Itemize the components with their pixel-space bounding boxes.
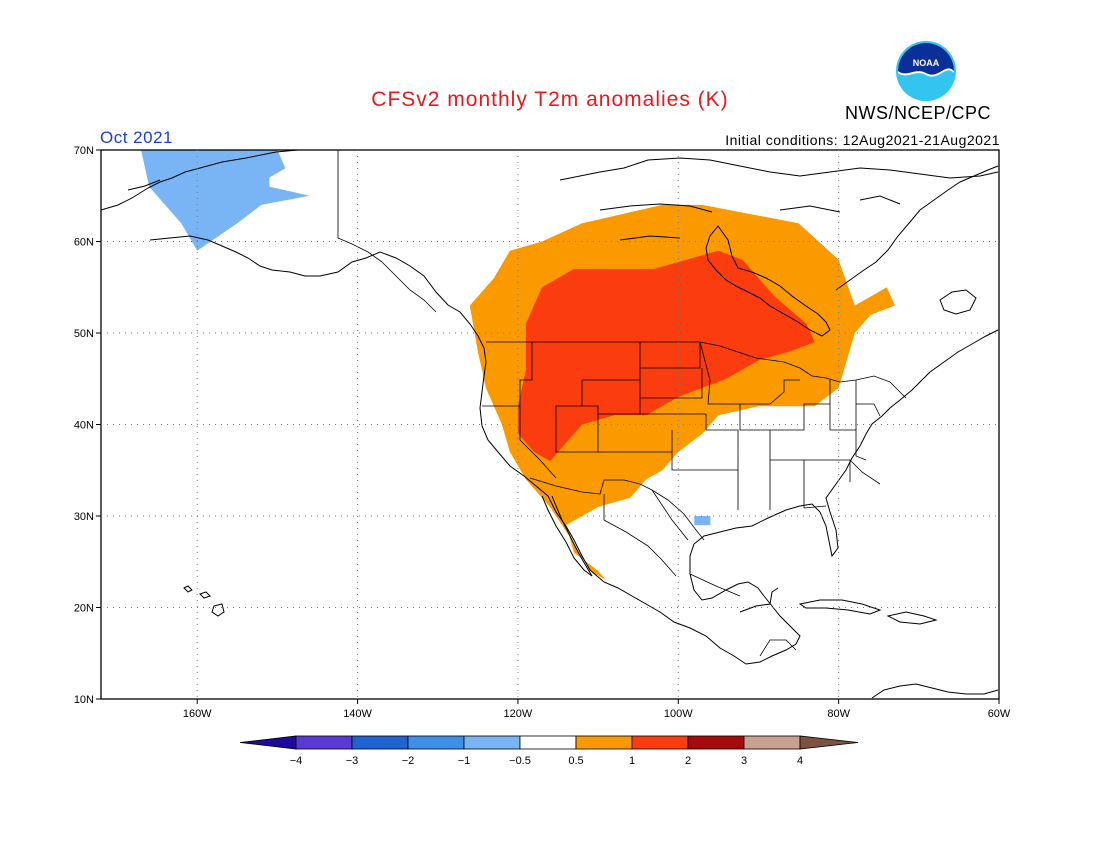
coastline-south-america bbox=[871, 683, 999, 699]
colorbar-label: 1 bbox=[629, 755, 635, 767]
noaa-logo-icon: NOAA bbox=[896, 41, 956, 101]
lon-label: 120W bbox=[504, 708, 533, 720]
anomaly-region-1 bbox=[694, 516, 711, 526]
colorbar-swatch bbox=[631, 735, 689, 750]
lat-label: 30N bbox=[74, 511, 94, 523]
colorbar-label: −3 bbox=[346, 755, 359, 767]
colorbar-swatch bbox=[463, 735, 521, 750]
lon-label: 100W bbox=[664, 708, 693, 720]
colorbar-label: −1 bbox=[458, 755, 471, 767]
colorbar: −4 −3 −2 −1 −0.5 0.5 1 2 3 4 bbox=[239, 735, 859, 767]
map-title: CFSv2 monthly T2m anomalies (K) bbox=[371, 88, 729, 111]
colorbar-swatch bbox=[351, 735, 409, 750]
coastline-yucatan bbox=[739, 587, 779, 613]
lon-label: 80W bbox=[827, 708, 850, 720]
anomaly-region-3 bbox=[517, 250, 815, 462]
colorbar-swatch bbox=[743, 735, 801, 750]
colorbar-label: 2 bbox=[685, 755, 691, 767]
initial-conditions: Initial conditions: 12Aug2021-21Aug2021 bbox=[725, 132, 1000, 148]
lon-label: 60W bbox=[988, 708, 1011, 720]
colorbar-swatch bbox=[687, 735, 745, 750]
lat-label: 20N bbox=[74, 603, 94, 615]
states-east bbox=[803, 380, 881, 509]
colorbar-label: 0.5 bbox=[568, 755, 583, 767]
anomaly-region-0 bbox=[141, 150, 310, 251]
colorbar-swatch bbox=[575, 735, 633, 750]
coastline-baja bbox=[541, 495, 593, 577]
colorbar-arrow-high bbox=[799, 735, 859, 750]
colorbar-arrow-low bbox=[239, 735, 297, 750]
lon-label: 160W bbox=[183, 708, 212, 720]
political-borders bbox=[337, 150, 907, 657]
longitude-labels: 160W 140W 120W 100W 80W 60W bbox=[183, 699, 1011, 720]
colorbar-swatch bbox=[407, 735, 465, 750]
coastline-north-america bbox=[100, 149, 999, 665]
anomaly-fills bbox=[141, 150, 895, 580]
lat-label: 70N bbox=[74, 145, 94, 157]
colorbar-label: 4 bbox=[797, 755, 803, 767]
coastlines bbox=[100, 149, 999, 699]
forecast-period: Oct 2021 bbox=[100, 128, 173, 147]
coastline-arctic-islands bbox=[559, 157, 999, 241]
colorbar-label: −2 bbox=[402, 755, 415, 767]
colorbar-swatch bbox=[519, 735, 577, 750]
colorbar-label: 3 bbox=[741, 755, 747, 767]
colorbar-label: −4 bbox=[290, 755, 303, 767]
latitude-labels: 70N 60N 50N 40N 30N 20N 10N bbox=[74, 145, 101, 706]
border-us-mexico bbox=[529, 477, 705, 541]
coastline-cuba bbox=[798, 599, 938, 625]
border-alaska-canada bbox=[337, 150, 437, 313]
lat-label: 40N bbox=[74, 420, 94, 432]
colorbar-label: −0.5 bbox=[509, 755, 531, 767]
noaa-logo-text: NOAA bbox=[913, 58, 940, 68]
coastline-newfoundland bbox=[939, 289, 977, 315]
lat-label: 60N bbox=[74, 237, 94, 249]
lat-label: 10N bbox=[74, 694, 94, 706]
lon-label: 140W bbox=[343, 708, 372, 720]
states-west bbox=[482, 342, 739, 510]
colorbar-swatch bbox=[295, 735, 353, 750]
agency-label: NWS/NCEP/CPC bbox=[845, 103, 992, 123]
border-mexico-internal bbox=[603, 489, 797, 657]
lat-label: 50N bbox=[74, 328, 94, 340]
coastline-hawaii bbox=[183, 585, 225, 617]
coastline-labrador bbox=[835, 165, 999, 291]
